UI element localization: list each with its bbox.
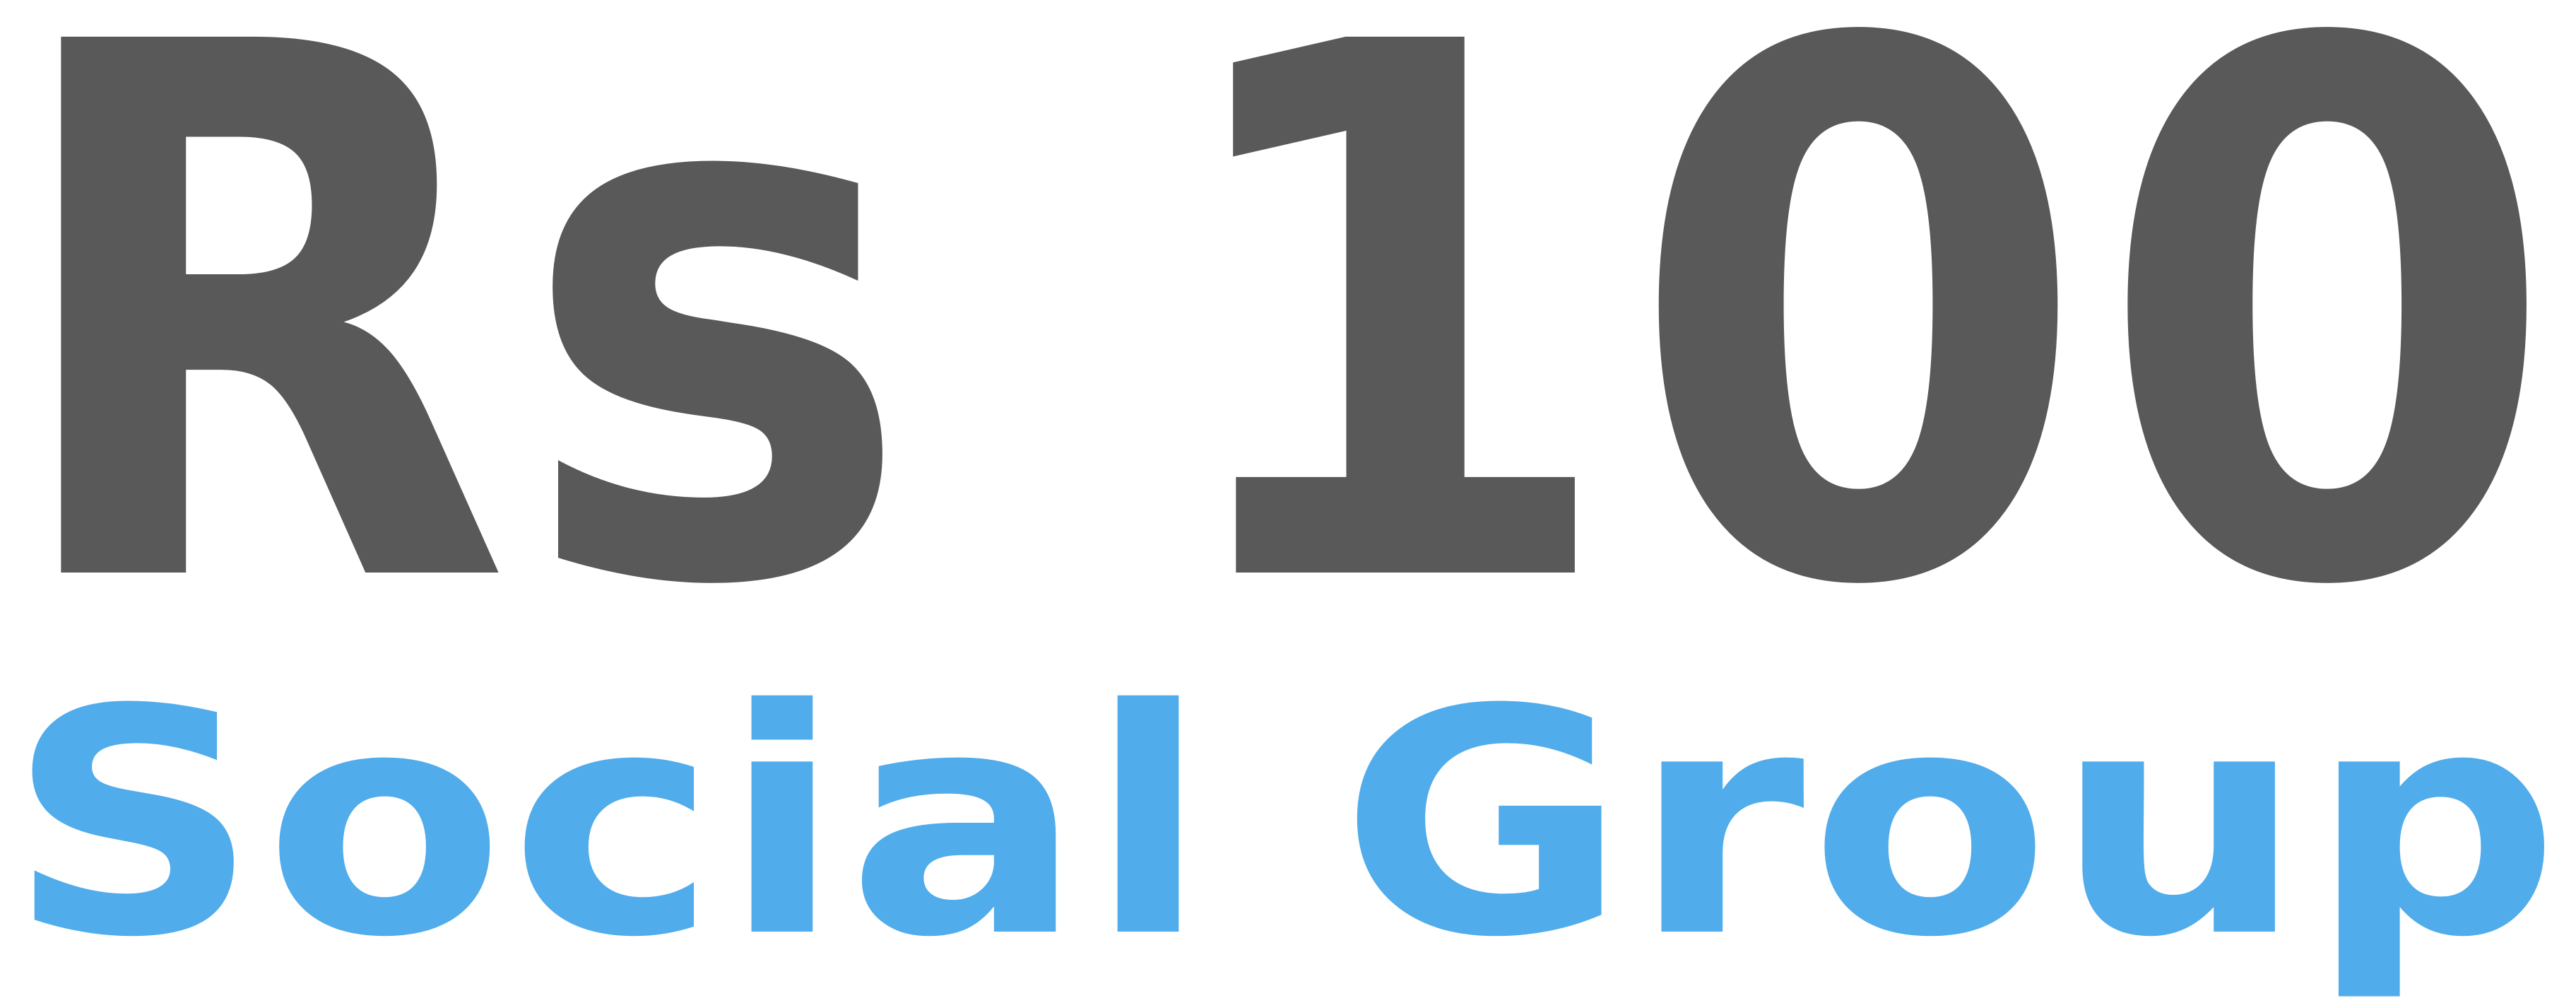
logo-primary-text: Rs 100 — [0, 0, 2558, 608]
logo-line-2: Social Group — [0, 636, 2576, 1003]
logo-line-1-svg: Rs 100 — [0, 0, 2558, 608]
logo-secondary-text: Social Group — [7, 643, 2565, 1003]
logo-line-2-svg: Social Group — [7, 643, 2565, 1003]
logo-line-1: Rs 100 — [0, 0, 2558, 608]
